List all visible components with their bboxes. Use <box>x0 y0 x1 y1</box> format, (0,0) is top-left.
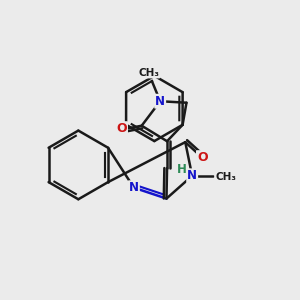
Text: N: N <box>155 95 165 108</box>
Text: N: N <box>129 181 139 194</box>
Text: O: O <box>197 151 208 164</box>
Text: CH₃: CH₃ <box>215 172 236 182</box>
Text: N: N <box>187 169 197 182</box>
Text: H: H <box>176 163 186 176</box>
Text: CH₃: CH₃ <box>138 68 159 78</box>
Text: O: O <box>116 122 127 135</box>
